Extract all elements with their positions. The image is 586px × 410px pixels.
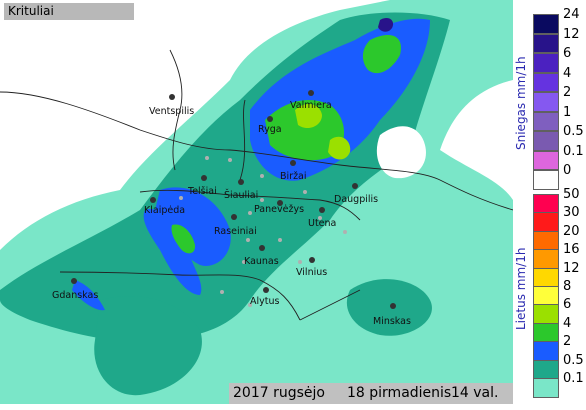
dry-area-east [376, 126, 426, 179]
city-label: Klaipėda [144, 205, 185, 216]
legend-label: 6 [563, 46, 572, 61]
legend-label: 16 [563, 242, 580, 258]
legend-swatch [533, 212, 559, 232]
city-label: Biržai [280, 171, 307, 182]
legend-label: 6 [563, 297, 572, 313]
legend-swatch [533, 111, 559, 131]
legend-swatch [533, 92, 559, 112]
legend-swatch [533, 14, 559, 34]
heavy-rain-coast [143, 209, 202, 295]
city-label: Šiauliai [224, 189, 258, 201]
legend-swatch [533, 304, 559, 324]
precipitation-map: Ventspilis Valmiera Ryga Biržai Telšiai … [0, 0, 513, 404]
legend-swatch [533, 286, 559, 306]
city-label: Panevėžys [254, 204, 304, 215]
legend-label: 0.1 [563, 371, 584, 386]
intense-core-birzai [328, 136, 351, 160]
legend-label: 24 [563, 7, 580, 22]
legend-swatch [533, 170, 559, 190]
legend-label: 50 [563, 187, 580, 202]
city-label: Raseiniai [214, 226, 257, 237]
date-day: 18 pirmadienis [347, 385, 452, 401]
legend-label: 12 [563, 26, 580, 42]
legend-label: 12 [563, 260, 580, 276]
legend-swatch [533, 359, 559, 380]
legend-swatch [533, 322, 559, 343]
city-label: Ryga [258, 124, 282, 135]
legend-swatch [533, 249, 559, 269]
legend-swatch [533, 230, 559, 251]
rain-legend-title: Lietus mm/1h [514, 247, 528, 330]
legend-label: 20 [563, 223, 580, 239]
snow-legend-title: Sniegas mm/1h [514, 56, 528, 150]
map-title: Krituliai [4, 3, 134, 20]
legend-label: 8 [563, 279, 572, 294]
legend-label: 0.5 [563, 124, 584, 139]
legend-swatch [533, 131, 559, 151]
legend-label: 4 [563, 315, 572, 331]
city-label: Telšiai [187, 186, 217, 197]
moderate-rain-east [346, 279, 432, 336]
legend-swatch [533, 150, 559, 170]
city-label: Vilnius [296, 267, 327, 278]
timestamp-bar: 2017 rugsėjo 18 pirmadienis 14 val. [229, 383, 513, 404]
city-label: Ventspilis [149, 106, 194, 117]
intense-core-east [362, 35, 401, 74]
legend-label: 1 [563, 104, 572, 120]
heavy-rain-band-west [155, 187, 231, 266]
city-label: Kaunas [244, 256, 279, 267]
city-label: Alytus [250, 296, 280, 307]
city-label: Gdanskas [52, 290, 98, 301]
intense-core-raseiniai [171, 224, 196, 254]
legend-label: 0 [563, 163, 572, 178]
legend-label: 0.1 [563, 143, 584, 159]
legend-swatch [533, 267, 559, 288]
legend-swatch [533, 53, 559, 73]
time-hour: 14 val. [451, 385, 499, 401]
snow-core [378, 17, 394, 32]
legend-swatch [533, 378, 559, 398]
legend-label: 0.5 [563, 352, 584, 368]
city-markers [71, 90, 396, 309]
city-label: Valmiera [290, 100, 332, 111]
city-label: Daugpilis [334, 194, 378, 205]
intense-core-riga [265, 100, 345, 161]
grey-station-dots [179, 156, 347, 307]
date-year-month: 2017 rugsėjo [233, 385, 325, 401]
legend-label: 4 [563, 65, 572, 81]
legend-swatch [533, 194, 559, 214]
city-label: Utena [308, 218, 336, 229]
country-borders [0, 49, 513, 321]
legend-label: 2 [563, 85, 572, 100]
city-label: Minskas [373, 316, 411, 327]
heavy-rain-gdansk [72, 280, 105, 311]
legend-label: 30 [563, 205, 580, 221]
moderate-rain-southwest [94, 296, 202, 396]
legend-swatch [533, 72, 559, 92]
legend-swatch [533, 341, 559, 361]
legend-swatch [533, 33, 559, 53]
intense-core-valmiera [295, 103, 322, 129]
legend-label: 2 [563, 334, 572, 350]
